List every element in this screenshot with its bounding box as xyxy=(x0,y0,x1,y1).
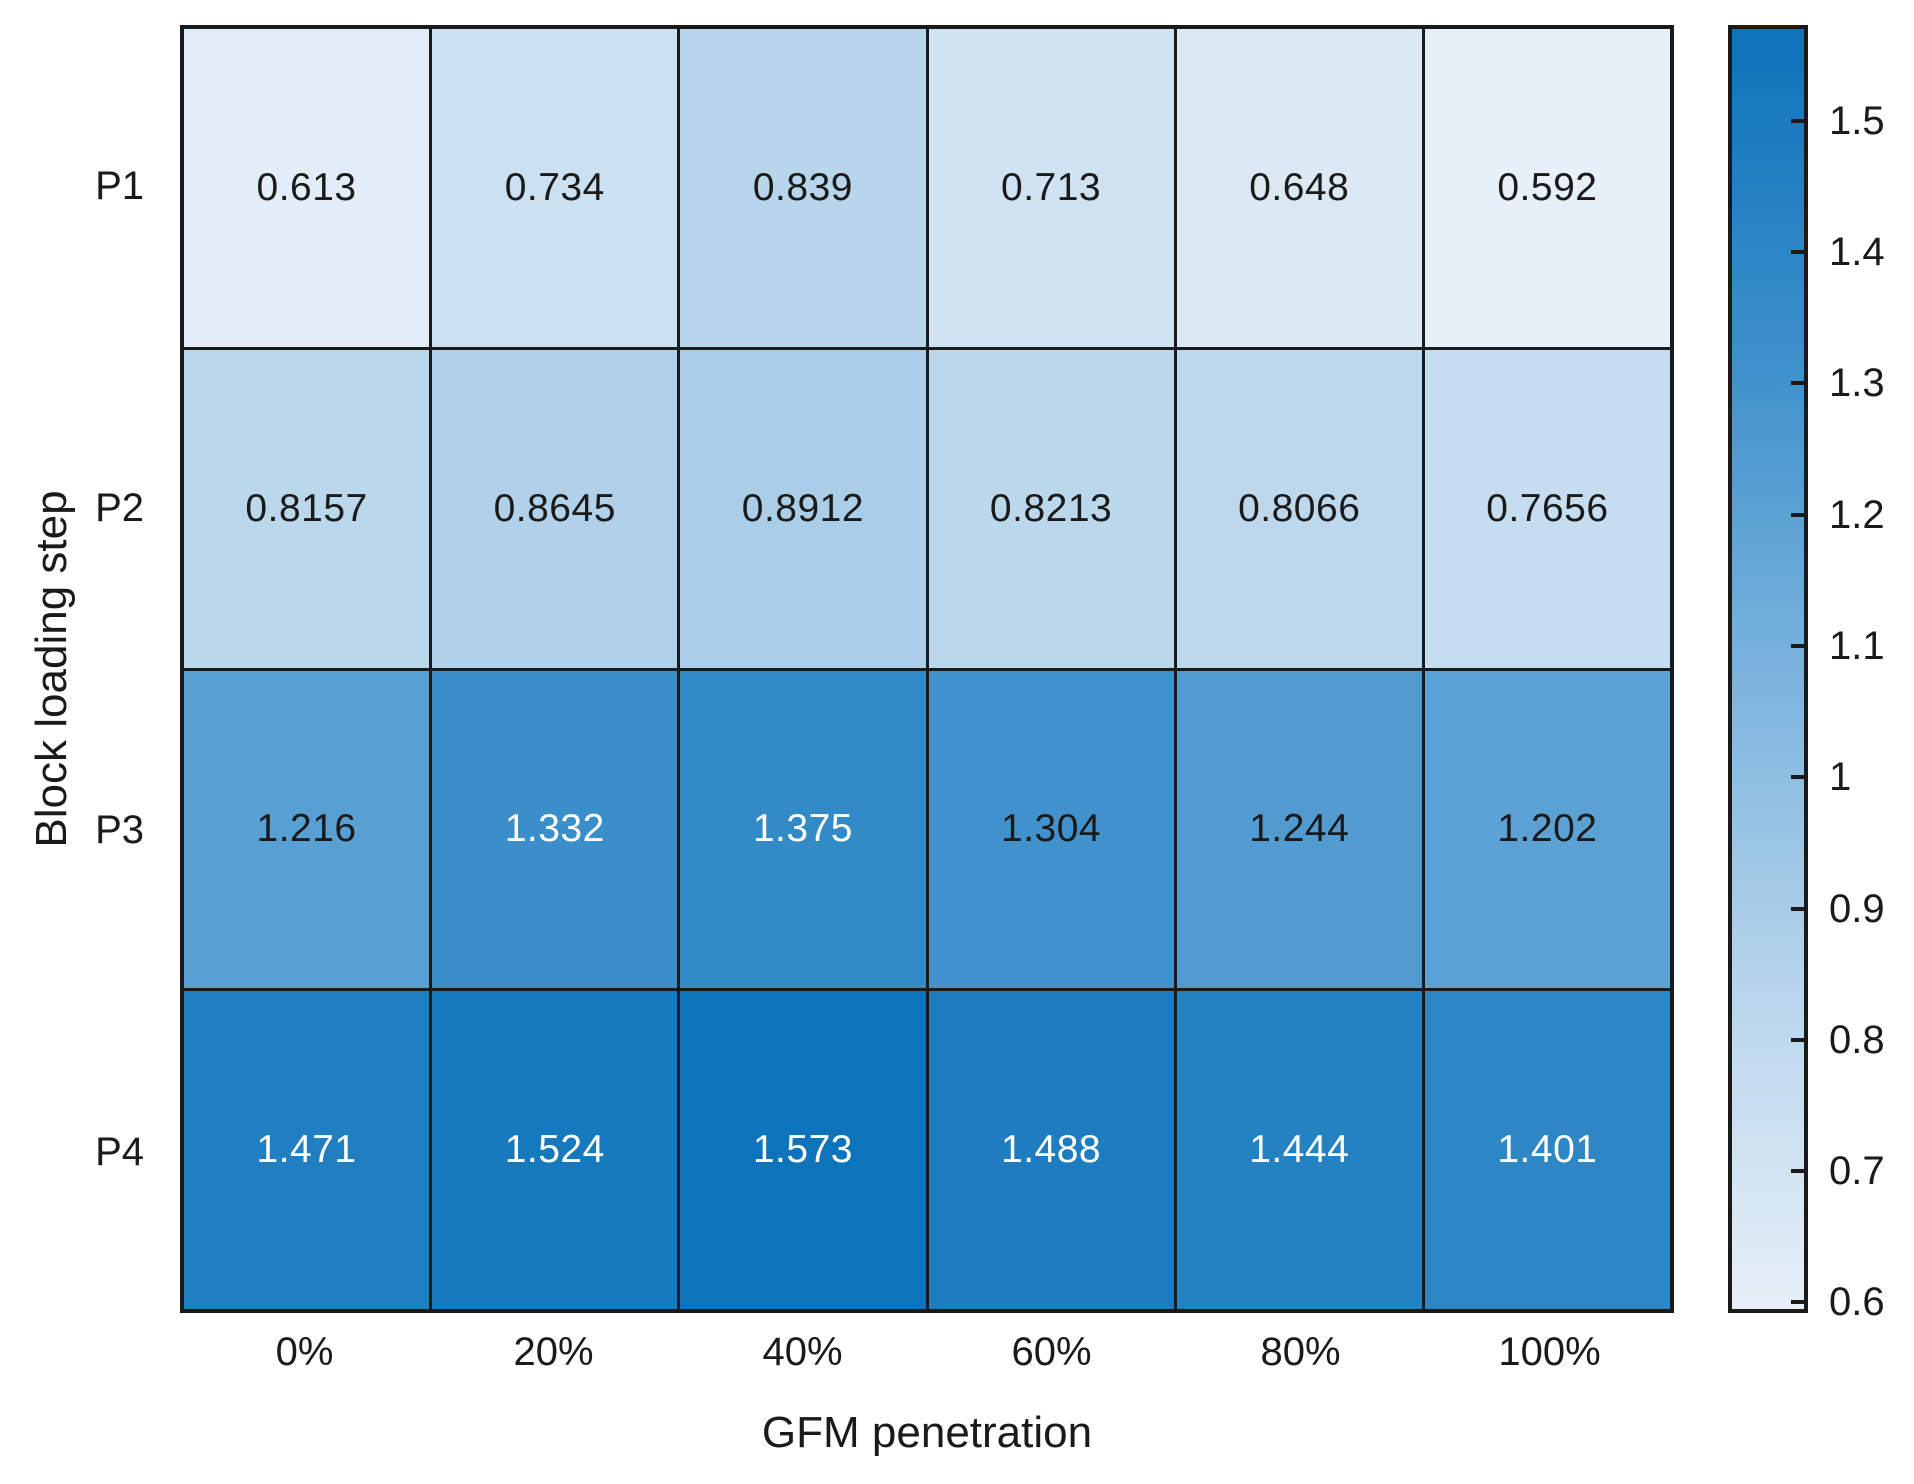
heatmap-grid: 0.613 0.734 0.839 0.713 0.648 0.592 0.8157 0.86… xyxy=(180,25,1674,1313)
colorbar-tick xyxy=(1791,381,1808,386)
heatmap-cell: 0.8645 xyxy=(432,349,678,668)
colorbar-tick-label: 1.2 xyxy=(1829,492,1885,537)
colorbar-bar xyxy=(1728,25,1808,1313)
heatmap-cell: 0.8157 xyxy=(184,349,430,668)
heatmap-cell: 1.471 xyxy=(184,991,430,1309)
colorbar-tick-label: 1 xyxy=(1829,755,1852,800)
colorbar-tick xyxy=(1791,1037,1808,1042)
heatmap-cell: 1.332 xyxy=(432,670,678,989)
heatmap-cell: 0.713 xyxy=(928,29,1174,347)
heatmap-cell: 0.613 xyxy=(184,29,430,347)
colorbar-tick-label: 1.4 xyxy=(1829,230,1885,275)
x-tick-label: 60% xyxy=(1011,1330,1092,1374)
colorbar-tick-label: 1.3 xyxy=(1829,361,1885,406)
heatmap-cell: 1.304 xyxy=(928,670,1174,989)
colorbar-tick-label: 1.5 xyxy=(1829,98,1885,143)
x-tick-label: 0% xyxy=(275,1330,334,1374)
x-tick-label: 40% xyxy=(762,1330,843,1374)
x-axis-tick-labels: 0% 20% 40% 60% 80% 100% xyxy=(180,1330,1674,1390)
heatmap-cell: 0.8912 xyxy=(680,349,926,668)
heatmap-cell: 1.524 xyxy=(432,991,678,1309)
heatmap-cell: 0.8066 xyxy=(1176,349,1422,668)
colorbar-tick xyxy=(1791,906,1808,911)
colorbar-tick-label: 0.8 xyxy=(1829,1017,1885,1062)
colorbar: 1.5 1.4 1.3 1.2 1.1 1 0.9 0.8 0.7 0.6 xyxy=(1725,25,1914,1324)
heatmap-cell: 0.8213 xyxy=(928,349,1174,668)
heatmap-cell: 1.202 xyxy=(1424,670,1670,989)
y-tick-label: P1 xyxy=(95,163,144,208)
heatmap-cell: 1.216 xyxy=(184,670,430,989)
colorbar-tick xyxy=(1791,1169,1808,1174)
colorbar-tick xyxy=(1791,250,1808,255)
heatmap-cell: 1.375 xyxy=(680,670,926,989)
y-tick-label: P3 xyxy=(95,807,144,852)
heatmap-plot-area: 0.613 0.734 0.839 0.713 0.648 0.592 0.8157 0.86… xyxy=(180,25,1674,1313)
heatmap-cell: 1.488 xyxy=(928,991,1174,1309)
y-axis-tick-labels: P1 P2 P3 P4 xyxy=(0,25,168,1313)
x-tick-label: 80% xyxy=(1260,1330,1341,1374)
colorbar-tick xyxy=(1791,644,1808,649)
heatmap-cell: 1.573 xyxy=(680,991,926,1309)
colorbar-tick-label: 1.1 xyxy=(1829,624,1885,669)
x-tick-label: 100% xyxy=(1498,1330,1601,1374)
heatmap-cell: 0.734 xyxy=(432,29,678,347)
heatmap-cell: 0.839 xyxy=(680,29,926,347)
y-tick-label: P4 xyxy=(95,1129,144,1174)
heatmap-cell: 0.648 xyxy=(1176,29,1422,347)
colorbar-tick xyxy=(1791,512,1808,517)
colorbar-tick-label: 0.7 xyxy=(1829,1149,1885,1194)
colorbar-tick-label: 0.6 xyxy=(1829,1280,1885,1325)
heatmap-cell: 1.444 xyxy=(1176,991,1422,1309)
colorbar-tick xyxy=(1791,118,1808,123)
heatmap-cell: 0.592 xyxy=(1424,29,1670,347)
colorbar-tick xyxy=(1791,1300,1808,1305)
x-axis-title: GFM penetration xyxy=(761,1408,1093,1457)
x-tick-label: 20% xyxy=(513,1330,594,1374)
y-tick-label: P2 xyxy=(95,485,144,530)
colorbar-tick xyxy=(1791,775,1808,780)
heatmap-cell: 1.401 xyxy=(1424,991,1670,1309)
colorbar-tick-label: 0.9 xyxy=(1829,886,1885,931)
colorbar-gradient xyxy=(1732,29,1804,1309)
heatmap-cell: 0.7656 xyxy=(1424,349,1670,668)
heatmap-cell: 1.244 xyxy=(1176,670,1422,989)
